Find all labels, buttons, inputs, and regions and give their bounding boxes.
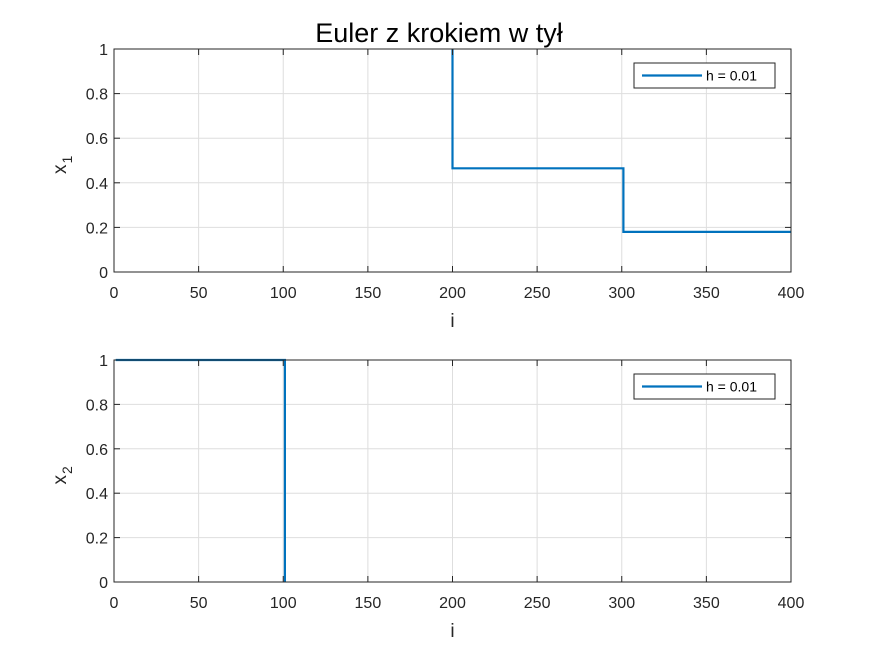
x-tick-label: 150 — [355, 595, 382, 612]
x-tick-label: 300 — [608, 595, 635, 612]
y-tick-label: 0 — [99, 265, 108, 282]
subplot-x2: 0 50 100 150 200 250 300 350 400 0 0.2 0.4 0.6 0.8 1 i x… — [50, 353, 804, 642]
x-axis-label: i — [450, 621, 454, 642]
series-line-h-0-01 — [115, 358, 286, 582]
x-tick-label: 50 — [190, 285, 208, 302]
x-axis-label: i — [450, 311, 454, 332]
y-tick-label: 1 — [99, 353, 108, 370]
x-tick-label: 400 — [778, 595, 805, 612]
y-axis-label: x1 — [50, 156, 75, 175]
legend-entry-label: h = 0.01 — [706, 379, 757, 395]
series-line-h-0-01 — [451, 49, 791, 233]
x-tick-label: 400 — [778, 285, 805, 302]
legend: h = 0.01 — [633, 373, 776, 400]
figure-title: Euler z krokiem w tył — [315, 18, 563, 48]
y-tick-label: 0.8 — [86, 397, 108, 414]
y-axis-label-subscript: 2 — [59, 466, 75, 474]
y-axis-label-subscript: 1 — [59, 156, 75, 164]
x-tick-label: 350 — [693, 285, 720, 302]
y-tick-label: 0.6 — [86, 442, 108, 459]
x-tick-label: 0 — [110, 595, 119, 612]
x-tick-label: 0 — [110, 285, 119, 302]
legend-entry-label: h = 0.01 — [706, 68, 757, 84]
y-axis-label: x2 — [50, 466, 75, 485]
y-tick-label: 0.8 — [86, 87, 108, 104]
x-tick-label: 200 — [439, 285, 466, 302]
x-tick-label: 300 — [608, 285, 635, 302]
y-tick-label: 0.6 — [86, 131, 108, 148]
y-tick-label: 0.4 — [86, 176, 108, 193]
x-tick-label: 100 — [270, 285, 297, 302]
y-axis-label-main: x — [50, 475, 71, 485]
x-tick-label: 250 — [524, 285, 551, 302]
x-tick-label: 200 — [439, 595, 466, 612]
x-tick-label: 100 — [270, 595, 297, 612]
legend: h = 0.01 — [633, 62, 776, 89]
y-tick-label: 0 — [99, 575, 108, 592]
y-tick-label: 0.4 — [86, 486, 108, 503]
y-tick-label: 1 — [99, 42, 108, 59]
x-tick-label: 50 — [190, 595, 208, 612]
x-tick-label: 150 — [355, 285, 382, 302]
y-tick-label: 0.2 — [86, 531, 108, 548]
y-tick-label: 0.2 — [86, 220, 108, 237]
x-tick-label: 250 — [524, 595, 551, 612]
subplot-x1: 0 50 100 150 200 250 300 350 400 0 0.2 0.4 0.6 0.8 1 i x… — [50, 42, 804, 332]
x-tick-label: 350 — [693, 595, 720, 612]
y-axis-label-main: x — [50, 164, 71, 174]
